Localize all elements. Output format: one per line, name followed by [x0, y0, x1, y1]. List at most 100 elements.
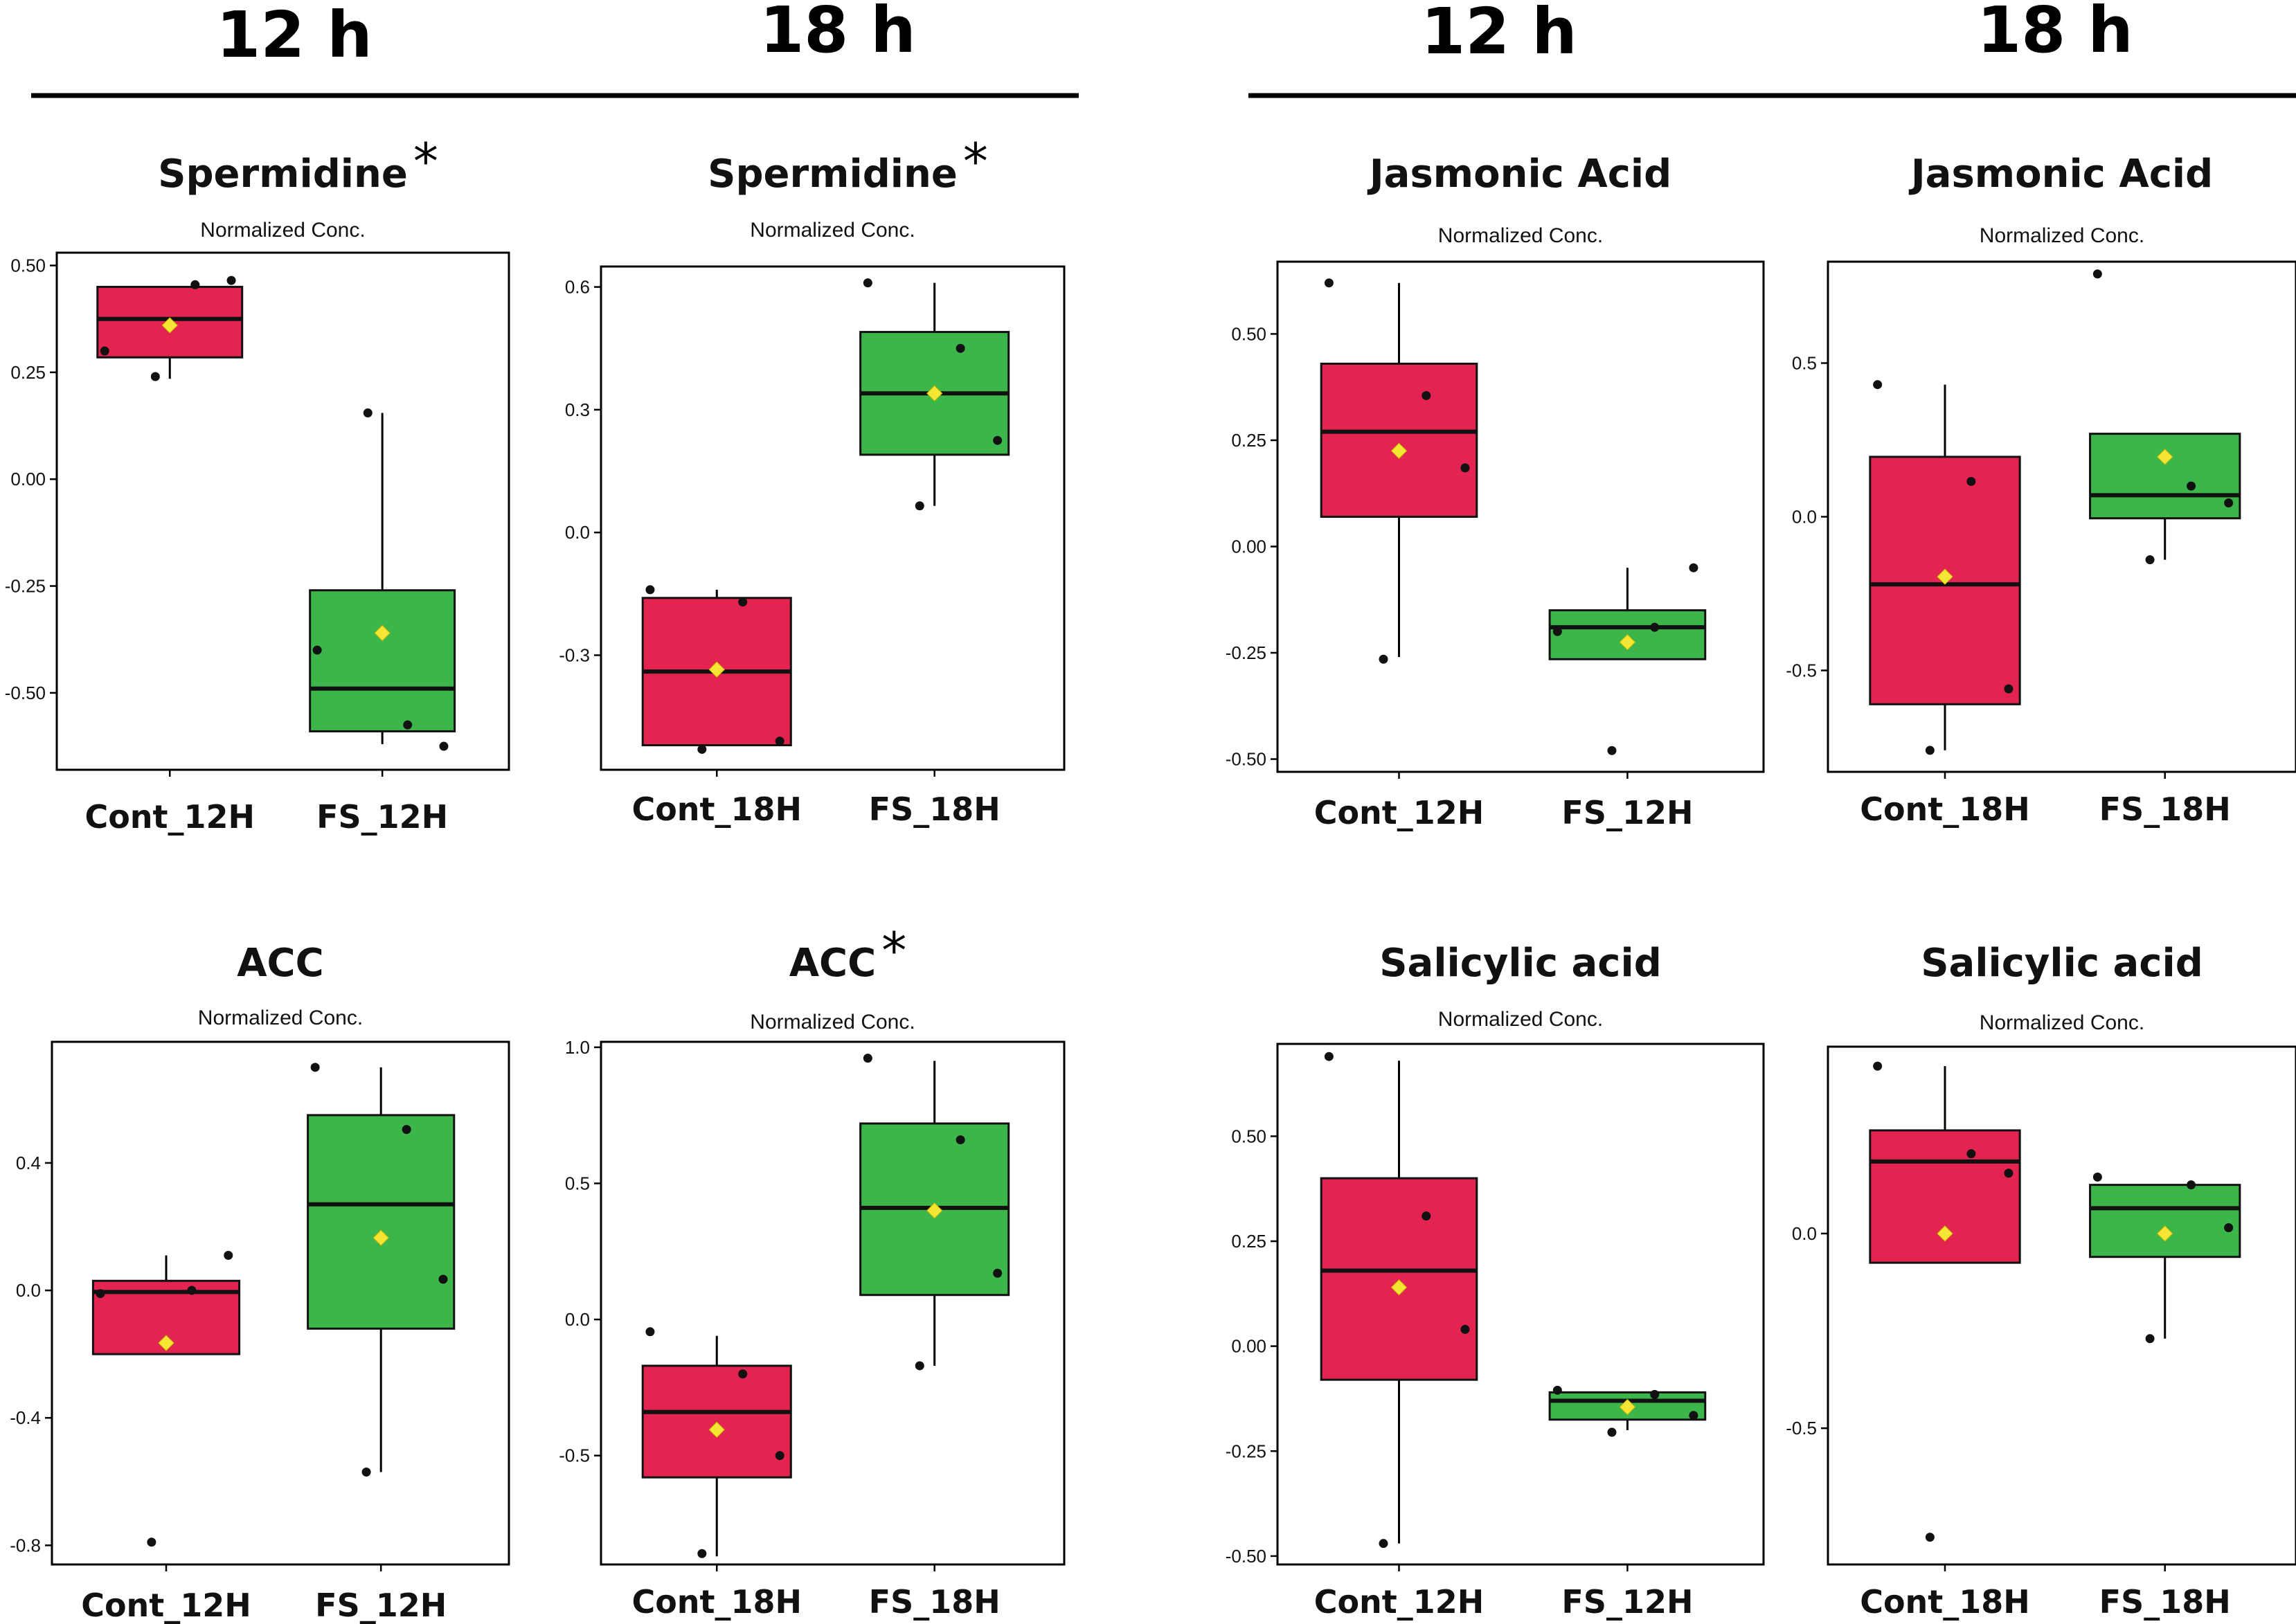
mean-marker: [1937, 568, 1953, 585]
data-point: [697, 1549, 707, 1558]
data-point: [2224, 1223, 2234, 1233]
x-tick-label: FS_12H: [316, 798, 448, 836]
data-point: [1379, 654, 1388, 664]
data-point: [2092, 269, 2102, 279]
axis-subtitle: Normalized Conc.: [1438, 1008, 1603, 1031]
data-point: [738, 1369, 748, 1379]
chart-title: Spermidine: [708, 152, 958, 197]
y-tick-label: 0.00: [1231, 536, 1266, 557]
axis-subtitle: Normalized Conc.: [1980, 1011, 2144, 1034]
data-point: [2187, 1180, 2196, 1190]
y-tick-label: 0.00: [10, 469, 46, 489]
data-point: [2187, 481, 2196, 491]
data-point: [100, 346, 109, 356]
treatment-group: FS_18H: [2089, 269, 2241, 828]
data-point: [775, 737, 784, 746]
x-tick-label: Cont_18H: [631, 1583, 802, 1621]
box: [2089, 433, 2241, 520]
data-point: [645, 585, 655, 595]
mean-marker: [374, 624, 391, 642]
data-point: [956, 343, 965, 353]
x-tick-label: FS_12H: [1561, 1583, 1693, 1621]
y-tick-label: 0.25: [1231, 1231, 1266, 1252]
x-tick-label: FS_18H: [2099, 791, 2231, 828]
x-tick-label: FS_18H: [869, 791, 1001, 828]
x-tick-label: Cont_12H: [84, 798, 255, 836]
data-point: [2092, 1172, 2102, 1182]
data-point: [1650, 622, 1660, 632]
data-point: [1650, 1389, 1660, 1399]
box: [641, 1364, 792, 1479]
y-tick-label: 0.50: [1231, 323, 1266, 344]
data-point: [1421, 1211, 1431, 1221]
treatment-group: FS_18H: [859, 278, 1010, 828]
chart-panel-4: Jasmonic Acid Normalized Conc. 0.5 0.0 -0.5 C…: [1786, 152, 2296, 828]
y-tick-label: -0.5: [1786, 660, 1817, 680]
y-tick-label: -0.25: [1226, 642, 1266, 663]
data-point: [993, 435, 1003, 445]
y-tick-label: -0.50: [1226, 1546, 1266, 1567]
mean-marker: [1619, 633, 1636, 651]
chart-panel-5: ACC Normalized Conc. 0.4 0.0 -0.4 -0.8 Cont_12…: [10, 941, 510, 1624]
x-tick-label: Cont_12H: [1314, 1583, 1485, 1621]
data-point: [697, 744, 707, 754]
x-tick-label: Cont_12H: [81, 1587, 251, 1624]
data-point: [403, 720, 413, 730]
x-tick-label: FS_12H: [315, 1587, 447, 1624]
chart-title: Salicylic acid: [1379, 941, 1662, 986]
treatment-group: FS_18H: [859, 1054, 1010, 1621]
data-point: [1925, 746, 1935, 755]
box: [1869, 1129, 2021, 1264]
chart-title: Jasmonic Acid: [1367, 152, 1671, 197]
data-point: [1966, 1149, 1976, 1159]
plot-frame: [600, 1040, 1066, 1566]
x-tick-label: FS_12H: [1561, 794, 1693, 831]
y-tick-label: -0.4: [10, 1407, 41, 1428]
box: [2089, 1184, 2241, 1258]
x-tick-label: Cont_18H: [1860, 791, 2030, 828]
data-point: [224, 1250, 233, 1260]
x-tick-label: Cont_18H: [1860, 1583, 2030, 1621]
data-point: [150, 372, 160, 381]
data-point: [312, 645, 322, 655]
mean-marker: [1390, 1279, 1408, 1296]
x-tick-label: Cont_12H: [1314, 794, 1485, 831]
y-tick-label: 0.00: [1231, 1336, 1266, 1357]
control-group: Cont_12H: [81, 1250, 251, 1624]
data-point: [147, 1537, 156, 1547]
y-tick-label: 0.0: [16, 1280, 41, 1301]
treatment-group: FS_12H: [309, 408, 456, 836]
y-tick-label: 0.0: [565, 1309, 590, 1330]
box: [1320, 1177, 1478, 1381]
mean-marker: [926, 385, 943, 402]
header-12h-left: 12 h: [216, 0, 373, 72]
mean-marker: [158, 1335, 174, 1351]
data-point: [310, 1063, 320, 1072]
mean-marker: [1619, 1398, 1636, 1416]
header-12h-right: 12 h: [1421, 0, 1577, 69]
x-tick-label: FS_18H: [2099, 1583, 2231, 1621]
data-point: [863, 1054, 872, 1063]
chart-panel-1: Spermidine * Normalized Conc. 0.50 0.25 0.00 -…: [5, 132, 510, 836]
data-point: [1379, 1539, 1388, 1549]
data-point: [775, 1451, 784, 1461]
significance-star: *: [881, 921, 906, 980]
data-point: [738, 597, 748, 607]
y-tick-label: 0.4: [16, 1153, 41, 1173]
mean-marker: [161, 317, 178, 334]
y-tick-label: -0.5: [1786, 1418, 1817, 1438]
data-point: [1460, 463, 1470, 473]
x-tick-label: Cont_18H: [631, 791, 802, 828]
mean-marker: [2157, 449, 2173, 465]
y-tick-label: 0.25: [10, 362, 46, 383]
y-tick-label: 0.0: [1792, 507, 1817, 527]
y-tick-label: -0.5: [559, 1445, 590, 1466]
data-point: [1966, 476, 1976, 486]
data-point: [2004, 684, 2014, 694]
mean-marker: [373, 1229, 389, 1246]
axis-subtitle: Normalized Conc.: [1438, 224, 1603, 247]
chart-panel-3: Jasmonic Acid Normalized Conc. 0.50 0.25 0.0…: [1226, 152, 1765, 831]
data-point: [1925, 1533, 1935, 1542]
data-point: [1552, 1385, 1562, 1395]
data-point: [993, 1268, 1003, 1278]
